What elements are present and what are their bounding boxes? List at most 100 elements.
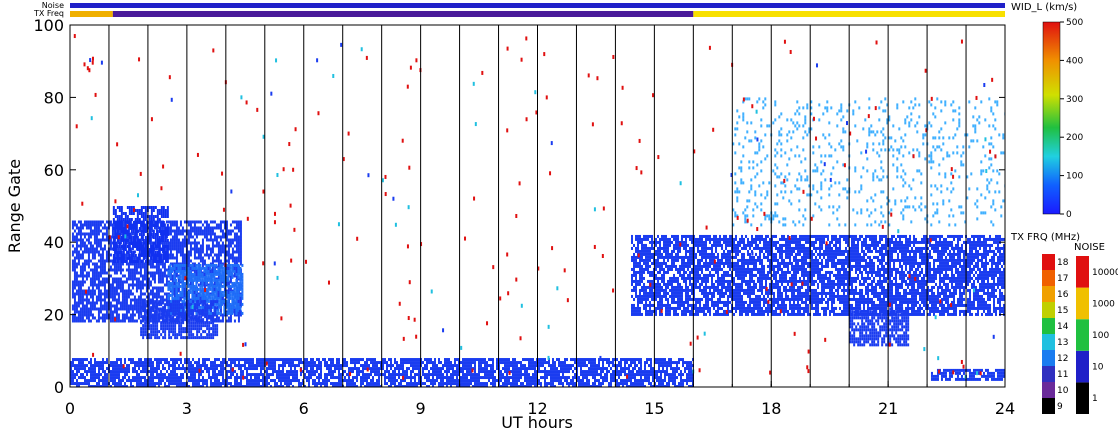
echo-cell <box>122 257 125 260</box>
echo-cell <box>169 253 172 257</box>
echo-cell <box>154 206 157 209</box>
echo-cell <box>214 364 216 368</box>
echo-cell <box>125 298 128 302</box>
echo-cell <box>144 306 147 310</box>
echo-cell <box>73 292 76 296</box>
echo-cell <box>195 247 198 251</box>
echo-cell <box>146 333 149 337</box>
echo-cell <box>140 221 143 224</box>
echo-cell <box>92 376 94 380</box>
echo-cell <box>149 283 152 287</box>
echo-cell <box>87 286 90 290</box>
echo-cell <box>476 382 478 386</box>
echo-cell <box>79 271 82 275</box>
echo-cell <box>206 370 208 374</box>
echo-cell <box>152 382 154 386</box>
echo-cell <box>143 262 146 266</box>
echo-cell <box>231 269 234 273</box>
echo-cell <box>348 370 350 374</box>
echo-cell <box>103 262 106 266</box>
echo-cell <box>124 385 126 387</box>
echo-cell <box>216 364 218 368</box>
echo-cell <box>250 361 252 365</box>
echo-cell <box>161 286 164 290</box>
echo-cell <box>121 319 124 323</box>
echo-cell <box>175 235 178 239</box>
echo-cell <box>105 289 108 293</box>
echo-cell <box>169 229 172 233</box>
echo-cell <box>402 367 404 371</box>
echo-cell <box>250 382 252 386</box>
echo-cell <box>282 376 284 380</box>
echo-cell <box>432 385 434 387</box>
echo-cell <box>175 238 178 242</box>
echo-cell <box>129 220 132 224</box>
echo-cell <box>148 376 150 380</box>
echo-cell <box>121 268 124 272</box>
echo-cell <box>193 238 196 242</box>
echo-cell <box>336 361 338 365</box>
echo-cell <box>310 361 312 365</box>
echo-cell <box>209 281 212 285</box>
echo-cell <box>196 336 199 340</box>
echo-cell <box>354 385 356 387</box>
echo-cell <box>215 313 218 317</box>
echo-cell <box>227 308 230 312</box>
echo-cell <box>161 259 164 263</box>
echo-cell <box>169 293 172 297</box>
echo-cell <box>89 220 92 224</box>
echo-cell <box>85 220 88 224</box>
echo-cell <box>83 244 86 248</box>
echo-cell <box>112 206 115 209</box>
echo-cell <box>252 373 254 377</box>
echo-cell <box>202 376 204 380</box>
echo-cell <box>132 367 134 371</box>
echo-cell <box>179 284 182 288</box>
echo-cell <box>153 304 156 308</box>
echo-cell <box>191 263 194 267</box>
echo-cell <box>237 226 240 230</box>
echo-cell <box>239 220 242 224</box>
echo-cell <box>230 373 232 377</box>
echo-cell <box>216 376 218 380</box>
echo-cell <box>148 248 151 251</box>
echo-cell <box>76 367 78 371</box>
echo-cell <box>225 278 228 282</box>
echo-cell <box>113 295 116 299</box>
echo-cell <box>85 307 88 311</box>
echo-cell <box>207 229 210 233</box>
echo-cell <box>160 327 163 331</box>
echo-cell <box>332 385 334 387</box>
echo-cell <box>310 358 312 362</box>
echo-cell <box>171 229 174 233</box>
echo-cell <box>157 307 160 311</box>
echo-cell <box>71 280 74 284</box>
echo-cell <box>99 244 102 248</box>
echo-cell <box>91 307 94 311</box>
echo-cell <box>149 319 152 323</box>
echo-cell <box>197 250 200 254</box>
echo-cell <box>142 333 145 337</box>
echo-cell <box>138 367 140 371</box>
echo-cell <box>452 367 454 371</box>
echo-cell <box>240 379 242 383</box>
echo-cell <box>330 376 332 380</box>
echo-cell <box>169 272 172 276</box>
echo-cell <box>172 321 175 325</box>
echo-cell <box>464 364 466 368</box>
echo-cell <box>256 367 258 371</box>
echo-cell <box>135 223 138 227</box>
echo-cell <box>214 361 216 365</box>
echo-cell <box>372 361 374 365</box>
echo-cell <box>219 281 222 285</box>
echo-cell <box>368 364 370 368</box>
echo-cell <box>262 364 264 368</box>
echo-cell <box>220 367 222 371</box>
echo-cell <box>392 376 394 380</box>
echo-cell <box>195 278 198 282</box>
echo-cell <box>114 221 117 224</box>
echo-cell <box>160 260 163 263</box>
echo-cell <box>162 373 164 377</box>
echo-cell <box>197 220 200 224</box>
echo-cell <box>138 227 141 230</box>
